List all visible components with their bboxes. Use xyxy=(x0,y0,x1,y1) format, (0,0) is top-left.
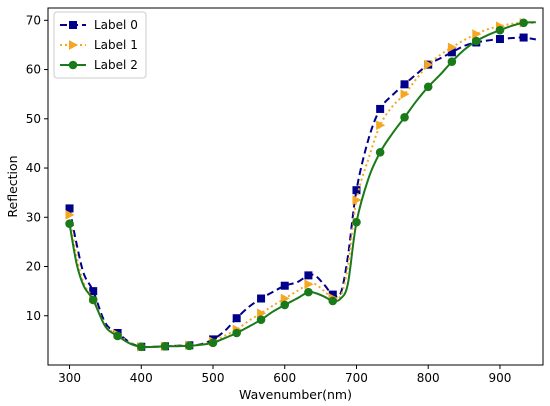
y-tick-label: 40 xyxy=(26,161,41,175)
data-point xyxy=(472,29,482,39)
data-point xyxy=(136,342,146,352)
data-point xyxy=(424,59,434,70)
legend-marker xyxy=(69,21,77,29)
data-point xyxy=(88,295,98,305)
data-point xyxy=(376,120,386,131)
series-3 xyxy=(65,18,536,352)
data-point xyxy=(257,294,266,303)
data-point xyxy=(65,209,75,220)
plot-frame xyxy=(47,7,544,366)
data-point xyxy=(495,35,504,44)
x-tick-label: 500 xyxy=(202,371,225,385)
data-point xyxy=(185,341,194,351)
data-point xyxy=(232,328,241,338)
legend-label: Label 0 xyxy=(94,18,138,32)
data-point xyxy=(400,89,410,100)
data-point xyxy=(400,80,409,89)
data-point xyxy=(280,293,290,304)
data-point xyxy=(65,204,74,213)
x-axis: 300 400 500 600 700 800 900 xyxy=(58,365,511,385)
data-point xyxy=(256,315,266,324)
series-layer xyxy=(65,17,536,352)
data-point xyxy=(280,281,289,290)
data-point xyxy=(304,271,313,280)
legend-marker xyxy=(68,60,78,70)
data-point xyxy=(400,113,409,122)
y-axis: 10 20 30 40 50 60 70 xyxy=(26,13,48,323)
y-tick-label: 20 xyxy=(26,260,41,274)
data-point xyxy=(232,314,241,323)
data-point xyxy=(89,287,98,296)
legend-label: Label 2 xyxy=(94,58,138,72)
data-point xyxy=(375,147,385,157)
data-point xyxy=(304,279,314,290)
y-tick-label: 10 xyxy=(26,309,41,323)
data-point xyxy=(519,18,528,28)
x-tick-label: 400 xyxy=(130,371,153,385)
x-tick-label: 700 xyxy=(345,371,368,385)
data-point xyxy=(423,82,433,92)
x-tick-label: 600 xyxy=(273,371,296,385)
x-tick-label: 300 xyxy=(58,371,81,385)
data-point xyxy=(447,57,457,66)
data-point xyxy=(352,186,361,195)
y-tick-label: 30 xyxy=(26,210,41,224)
data-point xyxy=(495,25,505,35)
data-point xyxy=(113,331,122,341)
y-axis-label: Reflection xyxy=(5,155,20,217)
data-point xyxy=(328,296,338,306)
data-point xyxy=(447,42,457,53)
data-point xyxy=(471,36,481,46)
legend-label: Label 1 xyxy=(94,38,138,52)
x-axis-label: Wavenumber(nm) xyxy=(239,387,352,402)
x-tick-label: 800 xyxy=(417,371,440,385)
data-point xyxy=(280,300,290,310)
data-point xyxy=(352,217,361,227)
data-point xyxy=(160,341,170,351)
data-point xyxy=(65,219,74,228)
x-tick-label: 900 xyxy=(489,371,512,385)
y-tick-label: 60 xyxy=(26,63,41,77)
y-tick-label: 70 xyxy=(26,13,41,27)
data-point xyxy=(376,104,385,113)
legend-marker xyxy=(69,40,79,50)
data-point xyxy=(519,33,528,42)
data-point xyxy=(257,308,267,319)
data-point xyxy=(208,338,218,348)
legend: Label 0 Label 1 Label 2 xyxy=(53,11,147,79)
y-tick-label: 50 xyxy=(26,112,41,126)
data-point xyxy=(352,195,362,205)
data-point xyxy=(304,287,313,297)
